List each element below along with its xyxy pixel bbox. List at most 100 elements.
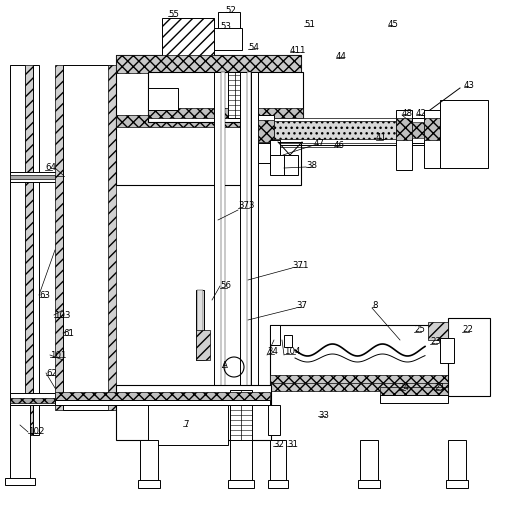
Text: 41: 41 bbox=[375, 134, 386, 142]
Text: 102: 102 bbox=[28, 428, 44, 437]
Bar bbox=[270, 155, 297, 175]
Bar bbox=[10, 405, 30, 485]
Text: 37: 37 bbox=[295, 301, 307, 309]
Bar bbox=[423, 118, 439, 140]
Bar bbox=[162, 18, 214, 58]
Text: 33: 33 bbox=[317, 411, 328, 419]
Bar bbox=[147, 405, 228, 445]
Bar bbox=[270, 325, 454, 385]
Text: 63: 63 bbox=[39, 290, 50, 300]
Text: 56: 56 bbox=[220, 282, 231, 290]
Bar bbox=[258, 120, 274, 142]
Text: 45: 45 bbox=[387, 19, 398, 29]
Text: 43: 43 bbox=[463, 80, 474, 90]
Text: 8: 8 bbox=[371, 301, 377, 309]
Text: 53: 53 bbox=[220, 22, 231, 31]
Bar bbox=[10, 172, 100, 182]
Text: 51: 51 bbox=[304, 19, 315, 29]
Bar bbox=[140, 440, 158, 485]
Bar bbox=[116, 55, 300, 73]
Text: 7: 7 bbox=[183, 420, 188, 430]
Bar bbox=[274, 118, 421, 121]
Bar bbox=[379, 395, 447, 403]
Bar bbox=[63, 65, 113, 410]
Bar bbox=[5, 478, 35, 485]
Text: 44: 44 bbox=[335, 52, 346, 60]
Bar bbox=[10, 65, 25, 435]
Bar bbox=[270, 140, 279, 165]
Bar bbox=[195, 290, 204, 360]
Bar bbox=[147, 108, 302, 118]
Bar bbox=[379, 387, 447, 395]
Bar bbox=[218, 12, 239, 30]
Text: A: A bbox=[222, 360, 227, 370]
Bar bbox=[196, 290, 203, 360]
Text: 101: 101 bbox=[50, 351, 66, 359]
Text: 47: 47 bbox=[314, 139, 324, 147]
Bar bbox=[274, 139, 421, 143]
Bar bbox=[274, 120, 421, 142]
Text: 23: 23 bbox=[429, 337, 440, 347]
Bar bbox=[147, 88, 178, 110]
Bar bbox=[395, 118, 411, 140]
Bar bbox=[230, 390, 251, 450]
Bar bbox=[358, 480, 379, 488]
Text: 21: 21 bbox=[433, 383, 444, 393]
Text: 24: 24 bbox=[397, 383, 408, 393]
Bar bbox=[214, 28, 241, 50]
Text: 22: 22 bbox=[461, 326, 472, 334]
Text: 32: 32 bbox=[273, 440, 283, 450]
Bar bbox=[33, 65, 39, 435]
Text: 34: 34 bbox=[267, 348, 277, 356]
Bar bbox=[10, 175, 100, 179]
Bar bbox=[270, 440, 285, 485]
Bar bbox=[447, 318, 489, 396]
Text: 55: 55 bbox=[168, 10, 179, 18]
Text: 25: 25 bbox=[413, 326, 424, 334]
Bar bbox=[395, 110, 411, 170]
Bar bbox=[270, 383, 454, 391]
Bar bbox=[147, 72, 302, 122]
Bar bbox=[228, 72, 241, 118]
Bar bbox=[423, 110, 439, 168]
Bar bbox=[270, 325, 279, 345]
Bar bbox=[268, 480, 287, 488]
Text: 52: 52 bbox=[225, 6, 235, 14]
Bar bbox=[439, 338, 453, 363]
Bar bbox=[228, 480, 254, 488]
Bar bbox=[239, 72, 246, 402]
Bar bbox=[283, 335, 291, 347]
Bar bbox=[116, 385, 271, 440]
Text: 373: 373 bbox=[237, 202, 254, 210]
Bar bbox=[246, 72, 250, 402]
Bar bbox=[25, 65, 33, 435]
Text: 46: 46 bbox=[333, 140, 344, 150]
Bar bbox=[270, 375, 454, 387]
Bar bbox=[108, 65, 116, 410]
Bar bbox=[427, 322, 447, 340]
Text: 62: 62 bbox=[46, 369, 57, 377]
Bar bbox=[258, 143, 274, 163]
Bar bbox=[214, 72, 221, 402]
Text: 411: 411 bbox=[289, 46, 306, 54]
Bar bbox=[447, 440, 465, 485]
Bar bbox=[439, 100, 487, 168]
Text: 103: 103 bbox=[54, 310, 70, 319]
Bar bbox=[250, 72, 258, 402]
Text: 104: 104 bbox=[283, 348, 300, 356]
Bar bbox=[10, 398, 100, 403]
Bar bbox=[258, 115, 274, 163]
Bar bbox=[268, 405, 279, 435]
Bar bbox=[411, 118, 423, 143]
Text: 64: 64 bbox=[45, 163, 56, 173]
Text: 31: 31 bbox=[286, 440, 297, 450]
Bar bbox=[411, 122, 423, 138]
Bar bbox=[55, 400, 270, 405]
Text: 371: 371 bbox=[291, 261, 308, 269]
Text: 42: 42 bbox=[415, 109, 426, 117]
Bar bbox=[55, 392, 270, 402]
Text: 54: 54 bbox=[247, 42, 259, 52]
Text: 48: 48 bbox=[401, 109, 412, 117]
Text: 61: 61 bbox=[63, 329, 74, 337]
Bar bbox=[10, 393, 100, 405]
